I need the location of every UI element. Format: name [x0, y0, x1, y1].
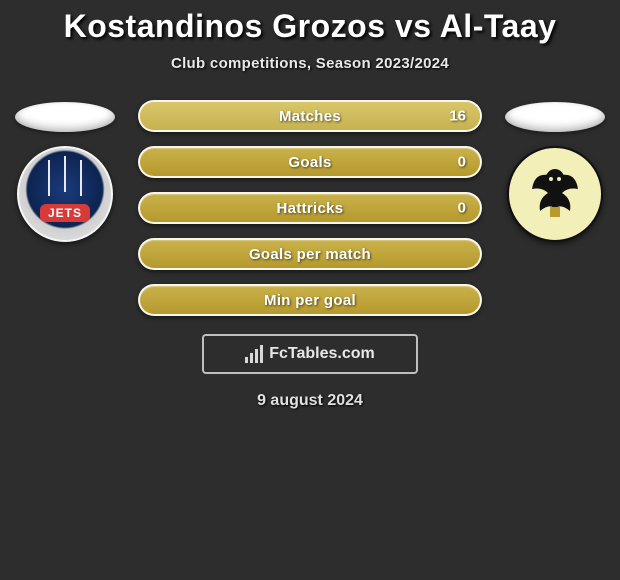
page-title: Kostandinos Grozos vs Al-Taay [64, 8, 557, 45]
comparison-row: Matches 16 Goals 0 Hattricks 0 Goals per match… [0, 100, 620, 316]
brand-logo: FcTables.com [202, 334, 418, 374]
stat-value-right: 0 [458, 200, 466, 217]
stat-pill: Goals per match [138, 238, 482, 270]
date-text: 9 august 2024 [257, 392, 363, 410]
phoenix-icon [520, 159, 590, 229]
stat-label: Goals [288, 154, 331, 171]
brand-text: FcTables.com [269, 345, 375, 363]
stat-pill: Goals 0 [138, 146, 482, 178]
stats-column: Matches 16 Goals 0 Hattricks 0 Goals per match… [138, 100, 482, 316]
stat-value-right: 16 [449, 108, 466, 125]
player-left-col [10, 100, 120, 242]
stat-pill: Hattricks 0 [138, 192, 482, 224]
player-right-avatar [505, 102, 605, 132]
stat-label: Goals per match [249, 246, 371, 263]
subtitle: Club competitions, Season 2023/2024 [171, 55, 449, 72]
stat-pill: Matches 16 [138, 100, 482, 132]
stat-label: Min per goal [264, 292, 356, 309]
stat-label: Hattricks [277, 200, 344, 217]
brand-bars-icon [245, 345, 263, 363]
stat-label: Matches [279, 108, 341, 125]
stat-pill: Min per goal [138, 284, 482, 316]
player-left-avatar [15, 102, 115, 132]
player-right-col [500, 100, 610, 242]
club-badge-left [17, 146, 113, 242]
club-badge-right [507, 146, 603, 242]
stat-value-right: 0 [458, 154, 466, 171]
